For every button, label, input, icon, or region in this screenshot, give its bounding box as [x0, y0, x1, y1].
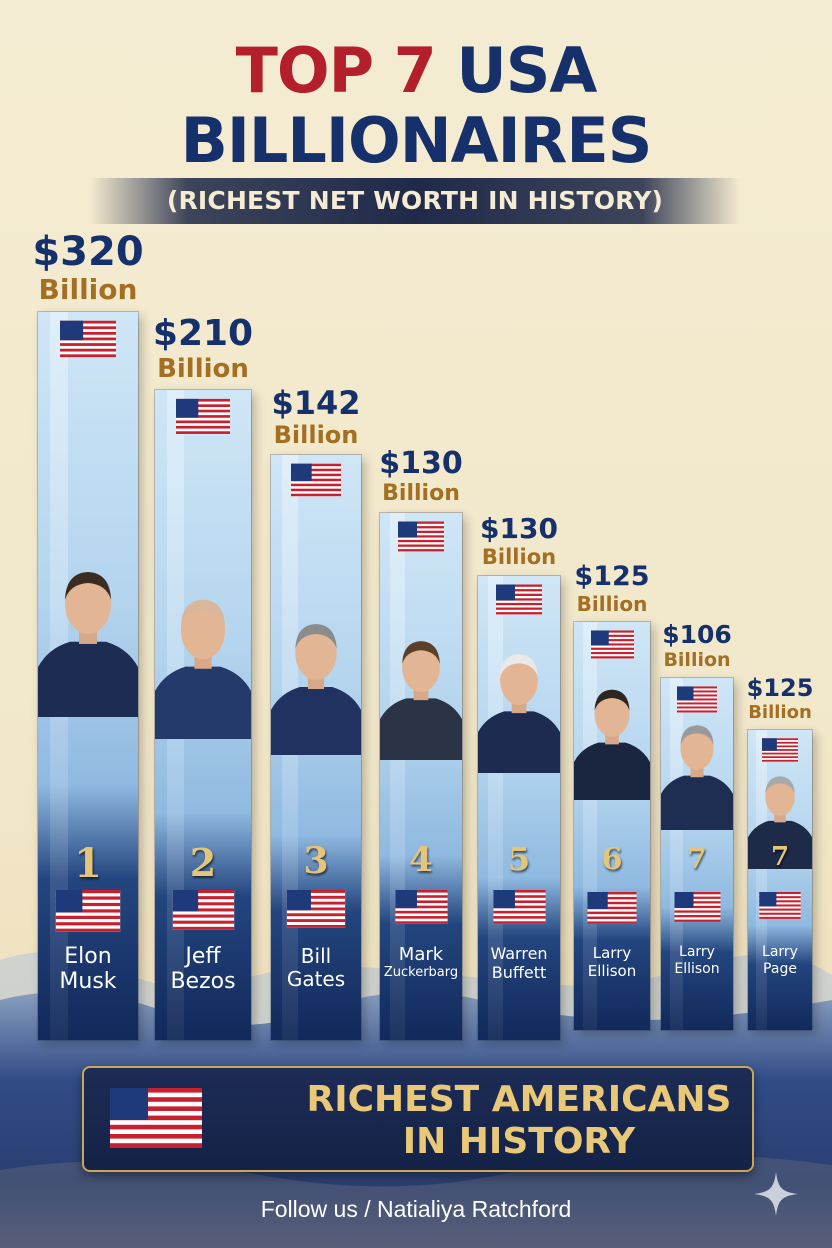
page-title-line1: TOP 7 USA — [0, 40, 832, 102]
name-first: Elon — [64, 944, 112, 969]
amount-value: $130 — [379, 446, 463, 481]
data-label-amount: $125 Billion — [738, 676, 822, 722]
bar-shine — [669, 678, 683, 1030]
person-portrait — [155, 599, 251, 739]
amount-value: $130 — [480, 512, 558, 545]
amount-value: $125 — [574, 561, 650, 592]
usa-flag-icon — [176, 398, 230, 435]
person-portrait — [271, 624, 361, 755]
name-last: Ellison — [587, 962, 637, 980]
name-first: Bill — [300, 944, 332, 968]
data-label-amount: $142 Billion — [261, 387, 371, 447]
data-label-amount: $210 Billion — [145, 313, 261, 384]
data-label-amount: $125 Billion — [564, 563, 660, 614]
usa-flag-icon — [674, 892, 721, 922]
banner-line2: IN HISTORY — [402, 1121, 636, 1162]
rank-number: 3 — [303, 840, 329, 882]
amount-unit: Billion — [481, 545, 557, 569]
footer-credit: Follow us / Natialiya Ratchford — [260, 1196, 572, 1222]
name-first: Jeff — [185, 944, 221, 969]
amount-unit: Billion — [382, 481, 460, 506]
rank-number: 5 — [507, 840, 531, 878]
bar-shine — [487, 576, 503, 1040]
usa-flag-icon — [172, 890, 235, 930]
subtitle-bar — [90, 178, 740, 224]
data-label-amount: $106 Billion — [651, 622, 743, 670]
usa-flag-icon — [291, 463, 341, 497]
title-top7: TOP 7 — [235, 34, 437, 107]
amount-unit: Billion — [576, 592, 648, 616]
name-last: Musk — [59, 969, 117, 994]
name-last: Ellison — [674, 961, 720, 977]
usa-flag-icon — [110, 1088, 202, 1148]
usa-flag-icon — [55, 890, 121, 932]
usa-flag-icon — [759, 892, 801, 919]
person-portrait — [574, 689, 650, 800]
usa-flag-icon — [398, 521, 444, 552]
usa-flag-icon — [762, 738, 798, 762]
usa-flag-icon — [496, 584, 542, 615]
amount-value: $210 — [152, 313, 254, 354]
sparkle-icon — [754, 1172, 798, 1216]
data-label-amount: $320 Billion — [28, 232, 148, 304]
name-last: Zuckerbarg — [383, 965, 459, 980]
name-last: Page — [763, 961, 797, 977]
rank-number: 2 — [189, 840, 217, 885]
name-first: Warren — [490, 944, 548, 963]
bar-3: 3 Bill Gates — [271, 455, 361, 1040]
usa-flag-icon — [286, 890, 346, 928]
rank-number: 4 — [409, 840, 433, 880]
amount-value: $125 — [746, 674, 814, 702]
page-title-line2: BILLIONAIRES — [180, 104, 653, 177]
person-portrait — [380, 641, 462, 760]
amount-unit: Billion — [273, 421, 359, 449]
person-portrait — [38, 571, 138, 717]
title-usa: USA — [456, 34, 597, 107]
bar-1: 1 Elon Musk — [38, 312, 138, 1040]
name-first: Larry — [762, 944, 798, 960]
name-last: Bezos — [170, 969, 236, 994]
bar-5: 5 Warren Buffett — [478, 576, 560, 1040]
amount-value: $142 — [271, 384, 361, 422]
person-portrait — [478, 654, 560, 773]
rank-number: 7 — [687, 842, 707, 875]
usa-flag-icon — [591, 630, 634, 659]
page-subtitle: (RICHEST NET WORTH IN HISTORY) — [166, 186, 664, 215]
usa-flag-icon — [677, 686, 717, 713]
usa-flag-icon — [60, 320, 116, 358]
rank-number: 1 — [74, 840, 102, 887]
amount-value: $320 — [32, 229, 144, 275]
name-first: Larry — [679, 944, 715, 960]
rank-number: 7 — [770, 842, 790, 872]
amount-unit: Billion — [663, 649, 731, 671]
amount-unit: Billion — [38, 273, 138, 306]
usa-flag-icon — [395, 890, 448, 924]
bar-shine — [583, 622, 597, 1030]
name-first: Larry — [592, 944, 632, 962]
bottom-banner: RICHEST AMERICANS IN HISTORY — [82, 1066, 754, 1172]
bar-4: 4 Mark Zuckerbarg — [380, 513, 462, 1040]
data-label-amount: $130 Billion — [468, 515, 570, 568]
bar-8: 7 Larry Page — [748, 730, 812, 1030]
amount-unit: Billion — [157, 354, 249, 384]
amount-value: $106 — [662, 620, 732, 649]
amount-unit: Billion — [748, 702, 812, 723]
banner-line1: RICHEST AMERICANS — [306, 1079, 732, 1120]
name-last: Gates — [286, 967, 346, 991]
person-portrait — [748, 776, 812, 869]
name-last: Buffett — [491, 963, 547, 982]
name-first: Mark — [398, 944, 444, 965]
rank-number: 6 — [601, 842, 623, 877]
bar-7: 7 Larry Ellison — [661, 678, 733, 1030]
data-label-amount: $130 Billion — [370, 449, 472, 505]
person-portrait — [661, 725, 733, 830]
bar-6: 6 Larry Ellison — [574, 622, 650, 1030]
usa-flag-icon — [587, 892, 637, 924]
bar-2: 2 Jeff Bezos — [155, 390, 251, 1040]
bar-shine — [755, 730, 768, 1030]
usa-flag-icon — [493, 890, 546, 924]
